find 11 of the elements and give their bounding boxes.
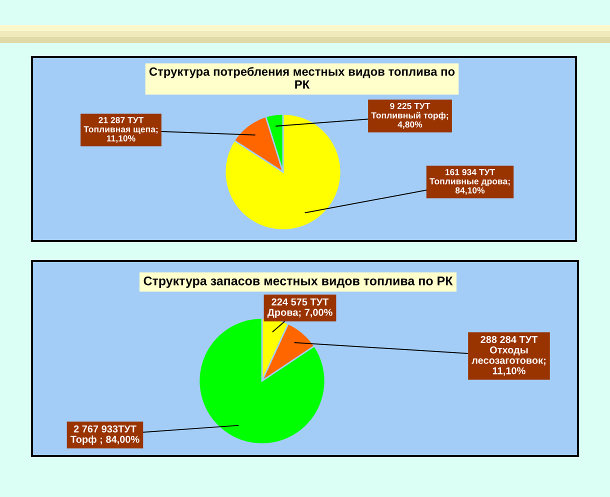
- data-label: 288 284 ТУТ Отходы лесозаготовок; 11,10%: [472, 336, 546, 376]
- data-label: 21 287 ТУТ Топливная щепа; 11,10%: [84, 117, 158, 143]
- data-label: 224 575 ТУТ Дрова; 7,00%: [267, 298, 332, 318]
- chart-title: Структура запасов местных видов топлива по РК: [144, 276, 453, 288]
- data-label: 161 934 ТУТ Топливные дрова; 84,10%: [430, 169, 510, 195]
- chart-title: Структура потребления местных видов топлива по РК: [149, 66, 455, 89]
- data-label: 9 225 ТУТ Топливный торф; 4,80%: [371, 102, 448, 129]
- pie-slice: [224, 113, 342, 231]
- pie-slice: [234, 116, 284, 173]
- data-label: 2 767 933ТУТ Торф ; 84,00%: [70, 425, 140, 445]
- pie-slice: [198, 317, 326, 445]
